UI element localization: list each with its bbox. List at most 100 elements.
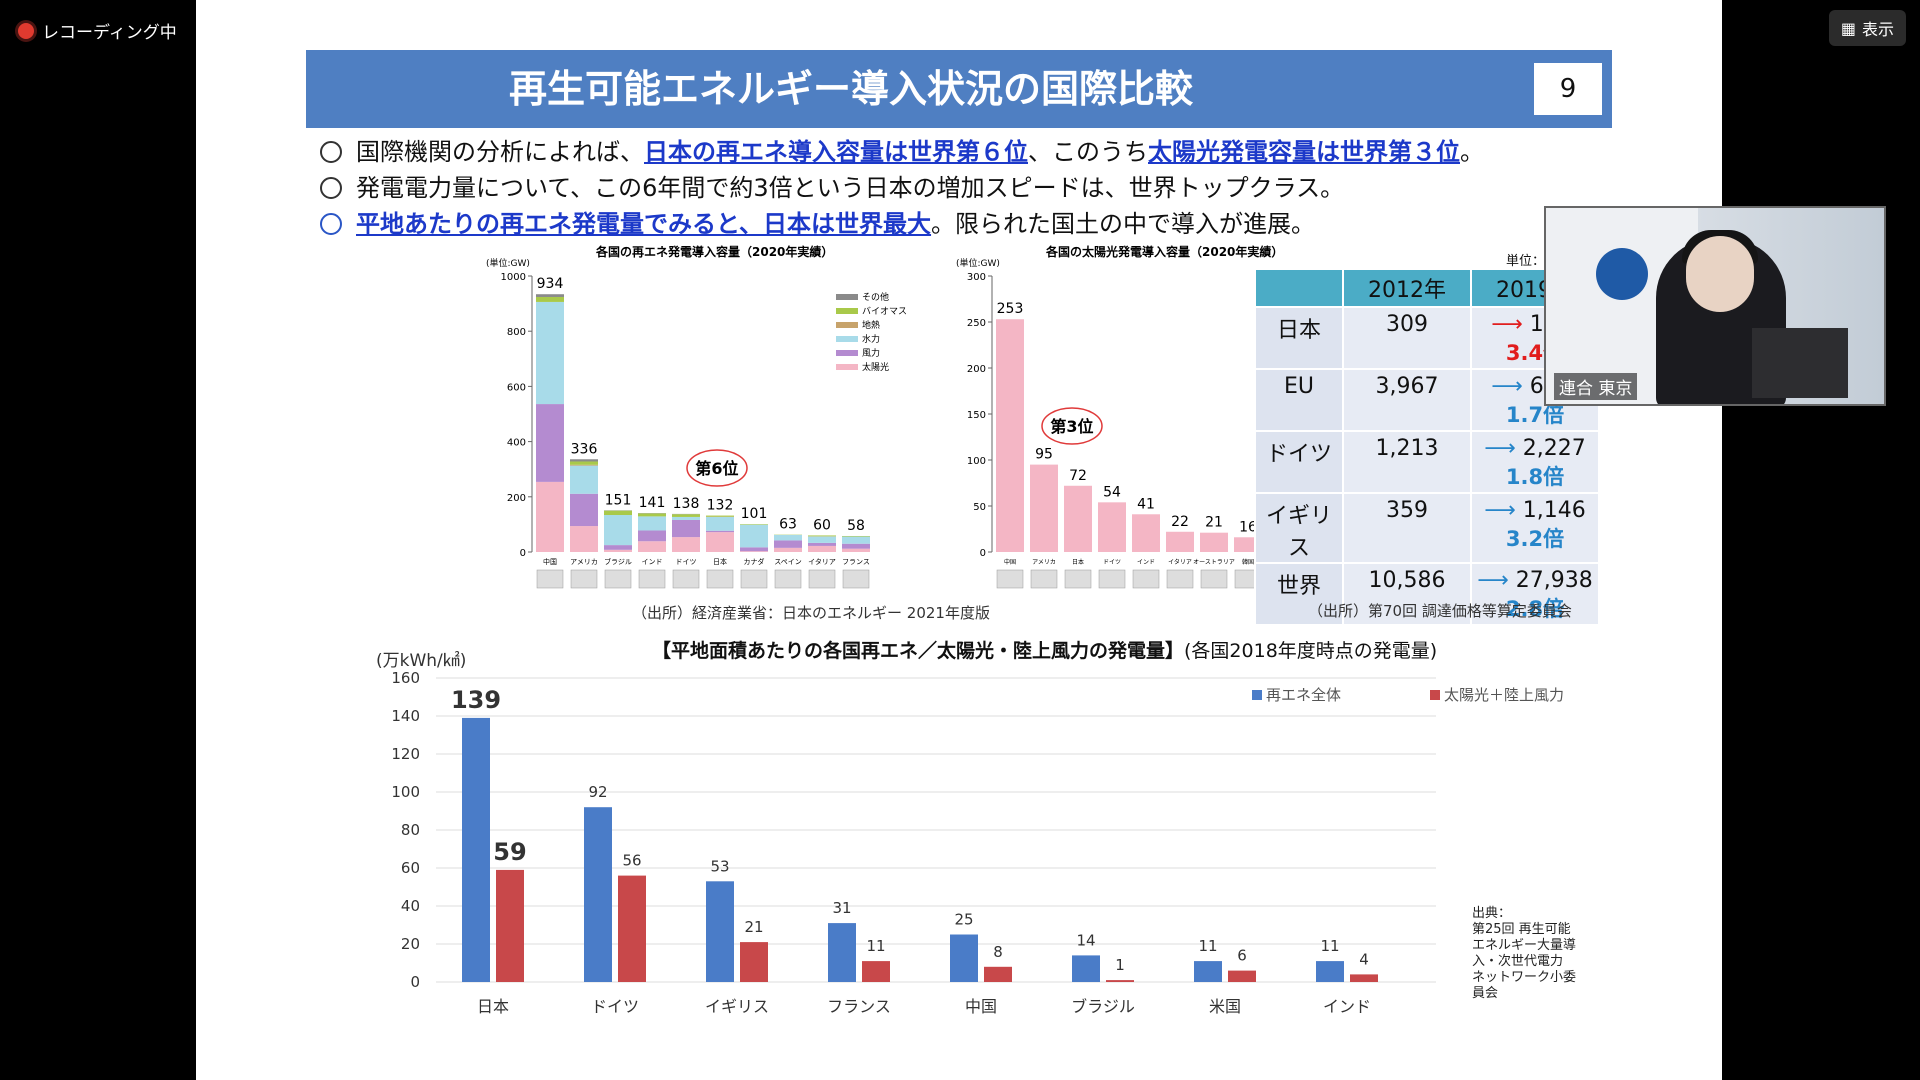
arrow-icon: ⟶ xyxy=(1491,312,1530,337)
legend-swatch xyxy=(836,350,858,356)
flag-icon xyxy=(1132,569,1160,589)
bar-segment xyxy=(774,540,802,548)
bar-value-label: 72 xyxy=(1069,468,1087,484)
y-tick-label: 600 xyxy=(507,382,526,393)
bar xyxy=(1166,531,1194,552)
flag-icon xyxy=(1030,569,1058,589)
bar-segment xyxy=(842,536,870,544)
rank-annotation: 第3位 xyxy=(1050,417,1093,436)
bar xyxy=(1316,961,1344,982)
x-tick-label: 米国 xyxy=(1209,997,1241,1016)
bar-value-label: 253 xyxy=(997,301,1024,317)
bar-value-label: 54 xyxy=(1103,484,1121,500)
row-label: 日本 xyxy=(1254,306,1344,370)
bar xyxy=(1064,485,1092,552)
bar xyxy=(1228,970,1256,982)
area-generation-chart: 0 20 40 60 80 100 120 140 160 139 59 日本 92 56 ドイツ 53 21 イ… xyxy=(391,669,1564,1016)
value-2019: 1,146 xyxy=(1522,498,1586,523)
bullet-text: 平地あたりの再エネ発電量でみると、日本は世界最大。限られた国土の中で導入が進展。 xyxy=(356,206,1315,242)
row-label: EU xyxy=(1254,368,1344,432)
bar-segment xyxy=(536,481,564,552)
growth-rate: 2.8倍 xyxy=(1505,597,1565,621)
bar-total-label: 336 xyxy=(571,441,598,457)
y-axis-label: (単位:GW) xyxy=(486,257,530,269)
x-tick-label: イタリア xyxy=(1168,558,1192,566)
bar-segment xyxy=(672,514,700,517)
y-tick-label: 0 xyxy=(980,548,986,559)
y-tick-label: 250 xyxy=(967,318,986,329)
bar xyxy=(984,966,1012,982)
chart-title: 各国の再エネ発電導入容量（2020年実績） xyxy=(595,244,833,259)
page-number: 9 xyxy=(1534,63,1602,115)
legend-swatch xyxy=(1430,690,1440,700)
bar-value-label: 6 xyxy=(1237,947,1247,965)
chart-title: 各国の太陽光発電導入容量（2020年実績） xyxy=(1045,244,1283,259)
text-segment: 国際機関の分析によれば、 xyxy=(356,138,644,166)
legend-label: 地熱 xyxy=(862,319,880,331)
row-label: ドイツ xyxy=(1254,430,1344,494)
x-tick-label: イギリス xyxy=(705,997,769,1016)
bar-segment xyxy=(740,524,768,525)
bullet-text: 発電電力量について、この6年間で約3倍という日本の増加スピードは、世界トップクラ… xyxy=(356,170,1344,206)
view-button[interactable]: ▦ 表示 xyxy=(1828,10,1906,46)
bar xyxy=(1030,464,1058,552)
x-tick-label: インド xyxy=(1323,997,1371,1016)
x-tick-label: ドイツ xyxy=(591,997,639,1016)
x-tick-label: 中国 xyxy=(965,997,997,1016)
bar-value-label: 25 xyxy=(954,911,973,929)
bar xyxy=(996,319,1024,552)
shared-slide: 再生可能エネルギー導入状況の国際比較 9 国際機関の分析によれば、日本の再エネ導… xyxy=(196,0,1722,1080)
bar-total-label: 151 xyxy=(605,492,632,508)
bar-segment xyxy=(774,534,802,541)
bar xyxy=(496,869,524,982)
cell-2012: 1,213 xyxy=(1342,430,1472,494)
y-tick-label: 50 xyxy=(973,502,986,513)
bar xyxy=(1350,974,1378,982)
x-tick-label: イタリア xyxy=(808,557,836,566)
y-tick-label: 300 xyxy=(967,272,986,283)
flag-icon xyxy=(996,569,1024,589)
text-segment: 、このうち xyxy=(1028,138,1148,166)
bar-segment xyxy=(706,516,734,531)
record-icon xyxy=(18,22,34,39)
legend-label: その他 xyxy=(862,291,889,303)
x-tick-label: 日本 xyxy=(477,997,509,1016)
cell-2012: 10,586 xyxy=(1342,562,1472,626)
value-2019: 2,227 xyxy=(1522,436,1586,461)
cell-2012: 359 xyxy=(1342,492,1472,564)
speaker-head xyxy=(1686,236,1754,312)
y-tick-label: 60 xyxy=(401,859,420,877)
bar-segment xyxy=(604,515,632,546)
bar-segment xyxy=(570,464,598,466)
bar xyxy=(950,934,978,982)
x-tick-label: アメリカ xyxy=(1032,559,1056,566)
bullet-circle-icon xyxy=(320,177,342,199)
cell-2019: ⟶ 2,227 1.8倍 xyxy=(1470,430,1600,494)
flag-icon xyxy=(672,569,700,589)
bar-segment xyxy=(536,301,564,405)
bar-total-label: 138 xyxy=(673,496,700,512)
bar-segment xyxy=(604,549,632,552)
cell-2019: ⟶ 27,938 2.8倍 xyxy=(1470,562,1600,626)
speaker-video[interactable]: 連合 東京 xyxy=(1544,206,1886,406)
bar-value-label: 21 xyxy=(744,918,763,936)
bottom-chart-title-main: 【平地面積あたりの各国再エネ／太陽光・陸上風力の発電量】 xyxy=(652,640,1185,662)
bottom-chart-title-note: (各国2018年度時点の発電量) xyxy=(1184,640,1438,662)
rank-bubble xyxy=(686,449,748,487)
bottom-chart-title: 【平地面積あたりの各国再エネ／太陽光・陸上風力の発電量】(各国2018年度時点の… xyxy=(652,636,1437,663)
arrow-icon: ⟶ xyxy=(1477,568,1516,593)
y-tick-label: 400 xyxy=(507,438,526,449)
x-tick-label: ドイツ xyxy=(1103,559,1121,566)
bar-segment xyxy=(740,524,768,548)
cell-2012: 3,967 xyxy=(1342,368,1472,432)
legend-swatch xyxy=(836,294,858,300)
slide-title: 再生可能エネルギー導入状況の国際比較 xyxy=(508,67,1193,111)
bar-total-label: 101 xyxy=(741,506,768,522)
bar-segment xyxy=(842,535,870,537)
flag-icon xyxy=(808,569,836,589)
bar-value-label: 139 xyxy=(451,686,501,714)
bar xyxy=(862,961,890,982)
bar xyxy=(1200,532,1228,552)
laptop xyxy=(1752,328,1848,398)
x-tick-label: 日本 xyxy=(1072,558,1084,566)
